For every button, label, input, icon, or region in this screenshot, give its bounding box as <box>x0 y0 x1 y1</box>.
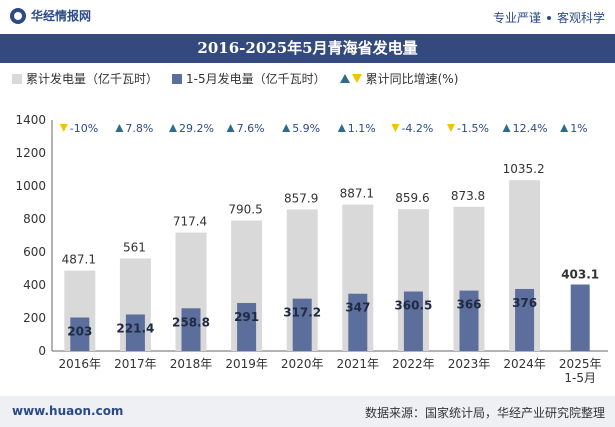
y-tick-label: 1000 <box>15 179 46 193</box>
growth-up-icon <box>115 124 124 132</box>
legend-item-growth: 累计同比增速(%) <box>339 70 459 87</box>
chart-plot: 0 200 400 600 800 1000 1200 1400 487.1 203 -10% 201… <box>15 113 608 385</box>
growth-down-icon <box>447 124 455 132</box>
growth-value-label: 1.1% <box>348 122 376 135</box>
period-value-label: 347 <box>345 301 370 315</box>
title-bar: 2016-2025年5月青海省发电量 <box>0 34 615 63</box>
slogan-left: 专业严谨 <box>492 11 541 25</box>
period-bar <box>70 317 90 351</box>
growth-up-icon <box>337 124 346 132</box>
period-bar <box>348 293 368 351</box>
slogan-right: 客观科学 <box>556 11 605 25</box>
x-tick-label: 2016年 <box>59 357 102 371</box>
period-value-label: 403.1 <box>561 267 599 281</box>
growth-value-label: 7.8% <box>125 122 153 135</box>
total-value-label: 857.9 <box>284 191 318 205</box>
growth-down-icon <box>391 124 400 132</box>
growth-up-icon <box>282 124 291 132</box>
growth-value-label: 1% <box>570 122 587 135</box>
y-tick-label: 1200 <box>15 146 46 160</box>
separator-dot <box>546 15 551 20</box>
x-tick-label: 2021年 <box>337 357 380 371</box>
growth-value-label: 5.9% <box>292 122 320 135</box>
x-tick-label: 2023年 <box>448 357 491 371</box>
period-value-label: 203 <box>67 325 92 339</box>
y-tick-label: 600 <box>23 245 46 259</box>
growth-value-label: 29.2% <box>179 122 214 135</box>
x-tick-label: 2024年 <box>503 357 546 371</box>
period-value-label: 258.8 <box>172 315 210 329</box>
total-value-label: 873.8 <box>451 189 485 203</box>
legend-swatch-total <box>12 73 22 84</box>
period-bar <box>125 314 145 351</box>
period-value-label: 366 <box>456 298 481 312</box>
down-triangle-icon <box>351 74 362 83</box>
y-tick-label: 1400 <box>15 113 46 127</box>
growth-value-label: 7.6% <box>237 122 265 135</box>
y-tick-label: 0 <box>38 344 46 358</box>
total-value-label: 859.6 <box>395 191 429 205</box>
period-bar <box>515 288 535 351</box>
total-value-label: 717.4 <box>173 215 207 229</box>
legend-item-total: 累计发电量（亿千瓦时） <box>12 70 158 87</box>
brand-logo: 华经情报网 <box>10 7 91 24</box>
footer-source: 数据来源：国家统计局，华经产业研究院整理 <box>364 406 605 420</box>
top-bar: 华经情报网 专业严谨 客观科学 <box>0 0 615 34</box>
x-tick-label: 2017年 <box>114 357 157 371</box>
period-value-label: 376 <box>512 296 537 310</box>
legend: 累计发电量（亿千瓦时） 1-5月发电量（亿千瓦时） 累计同比增速(%) <box>12 70 472 87</box>
y-tick-label: 400 <box>23 278 46 292</box>
legend-item-period: 1-5月发电量（亿千瓦时） <box>172 70 326 87</box>
total-value-label: 1035.2 <box>503 162 545 176</box>
period-value-label: 317.2 <box>283 306 321 320</box>
x-tick-label: 2020年 <box>281 357 324 371</box>
legend-label-growth: 累计同比增速(%) <box>365 72 459 86</box>
growth-up-icon <box>169 124 177 132</box>
growth-value-label: -10% <box>70 122 98 135</box>
x-tick-label: 2022年 <box>392 357 435 371</box>
footer: www.huaon.com 数据来源：国家统计局，华经产业研究院整理 <box>0 396 615 427</box>
footer-website: www.huaon.com <box>12 404 124 418</box>
total-value-label: 790.5 <box>228 203 262 217</box>
total-value-label: 487.1 <box>62 253 96 267</box>
growth-up-icon <box>502 124 511 132</box>
x-tick-label: 2018年 <box>170 357 213 371</box>
legend-label-period: 1-5月发电量（亿千瓦时） <box>186 72 326 86</box>
period-value-label: 360.5 <box>394 299 432 313</box>
period-bar <box>459 290 479 351</box>
period-value-label: 291 <box>234 310 259 324</box>
x-tick-label: 2025年 <box>559 357 602 371</box>
growth-up-icon <box>560 124 569 132</box>
slogan: 专业严谨 客观科学 <box>493 9 605 26</box>
x-tick-label: 2019年 <box>225 357 268 371</box>
period-bar <box>292 298 312 351</box>
legend-label-total: 累计发电量（亿千瓦时） <box>26 72 159 86</box>
total-value-label: 561 <box>123 240 146 254</box>
period-bar <box>570 284 590 351</box>
growth-down-icon <box>59 124 68 132</box>
growth-value-label: 12.4% <box>513 122 548 135</box>
legend-swatch-period <box>172 73 183 84</box>
growth-value-label: -4.2% <box>401 122 433 135</box>
x-tick-label: 1-5月 <box>564 371 596 385</box>
total-value-label: 887.1 <box>340 187 374 201</box>
brand-name: 华经情报网 <box>31 9 92 23</box>
growth-value-label: -1.5% <box>457 122 489 135</box>
period-bar <box>181 308 201 351</box>
y-tick-label: 200 <box>23 311 46 325</box>
period-bar <box>237 302 257 351</box>
up-triangle-icon <box>339 74 350 83</box>
period-bar <box>403 291 423 351</box>
period-value-label: 221.4 <box>116 321 154 335</box>
y-tick-label: 800 <box>23 212 46 226</box>
chart-title: 2016-2025年5月青海省发电量 <box>197 39 418 57</box>
brand-logo-icon <box>10 7 26 24</box>
growth-up-icon <box>226 124 235 132</box>
